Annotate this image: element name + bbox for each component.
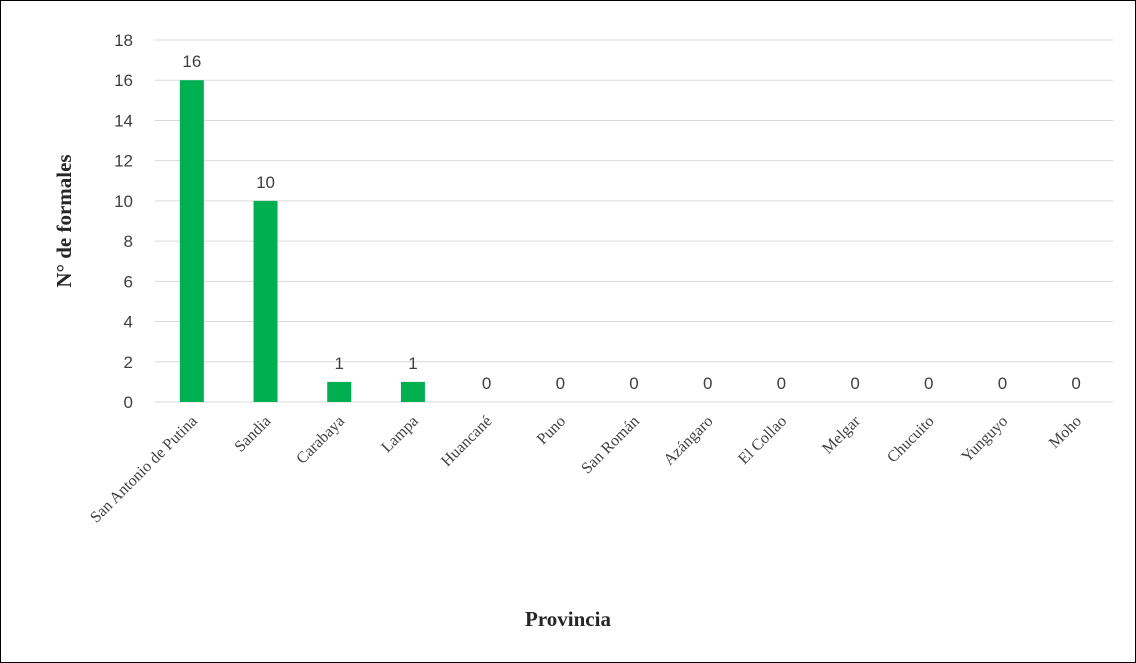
bars bbox=[179, 80, 425, 402]
data-label: 0 bbox=[777, 374, 786, 393]
gridlines bbox=[155, 39, 1113, 403]
data-label: 0 bbox=[1071, 374, 1080, 393]
y-tick-label: 10 bbox=[114, 192, 133, 211]
x-tick-label: San Antonio de Putina bbox=[87, 413, 201, 527]
y-tick-label: 12 bbox=[114, 152, 133, 171]
y-tick-label: 0 bbox=[124, 393, 133, 412]
data-label: 0 bbox=[556, 374, 565, 393]
data-label: 0 bbox=[482, 374, 491, 393]
data-label: 0 bbox=[629, 374, 638, 393]
data-label: 0 bbox=[850, 374, 859, 393]
y-axis-title: N° de formales bbox=[52, 154, 76, 287]
bar bbox=[400, 381, 425, 402]
y-tick-label: 18 bbox=[114, 31, 133, 50]
x-tick-label: Yunguyo bbox=[958, 413, 1011, 466]
x-tick-label: Carabaya bbox=[293, 413, 348, 468]
data-label: 0 bbox=[998, 374, 1007, 393]
x-axis-title: Provincia bbox=[525, 607, 611, 631]
bar bbox=[253, 200, 278, 402]
x-axis-ticks: San Antonio de Putina Sandia Carabaya Lampa… bbox=[87, 412, 1085, 526]
x-tick-label: Moho bbox=[1046, 413, 1085, 452]
y-tick-label: 14 bbox=[114, 111, 133, 130]
data-label: 1 bbox=[408, 354, 417, 373]
y-tick-label: 4 bbox=[124, 313, 133, 332]
x-tick-label: Sandia bbox=[232, 413, 275, 456]
x-tick-label: Puno bbox=[534, 413, 569, 448]
x-tick-label: El Collao bbox=[735, 413, 790, 468]
y-tick-label: 2 bbox=[124, 353, 133, 372]
data-label: 10 bbox=[256, 173, 275, 192]
x-tick-label: Lampa bbox=[378, 413, 421, 456]
x-tick-label: Melgar bbox=[819, 412, 864, 457]
bar bbox=[179, 80, 204, 402]
y-tick-label: 16 bbox=[114, 71, 133, 90]
x-tick-label: Huancané bbox=[438, 413, 495, 470]
y-tick-label: 6 bbox=[124, 272, 133, 291]
data-label: 1 bbox=[334, 354, 343, 373]
data-label: 16 bbox=[182, 52, 201, 71]
data-label: 0 bbox=[924, 374, 933, 393]
x-tick-label: San Román bbox=[578, 413, 643, 478]
data-label: 0 bbox=[703, 374, 712, 393]
y-tick-label: 8 bbox=[124, 232, 133, 251]
x-tick-label: Azángaro bbox=[661, 413, 717, 469]
bar bbox=[327, 381, 352, 402]
x-tick-label: Chucuito bbox=[884, 413, 938, 467]
y-axis-ticks: 0 2 4 6 8 10 12 14 16 18 bbox=[114, 31, 133, 412]
